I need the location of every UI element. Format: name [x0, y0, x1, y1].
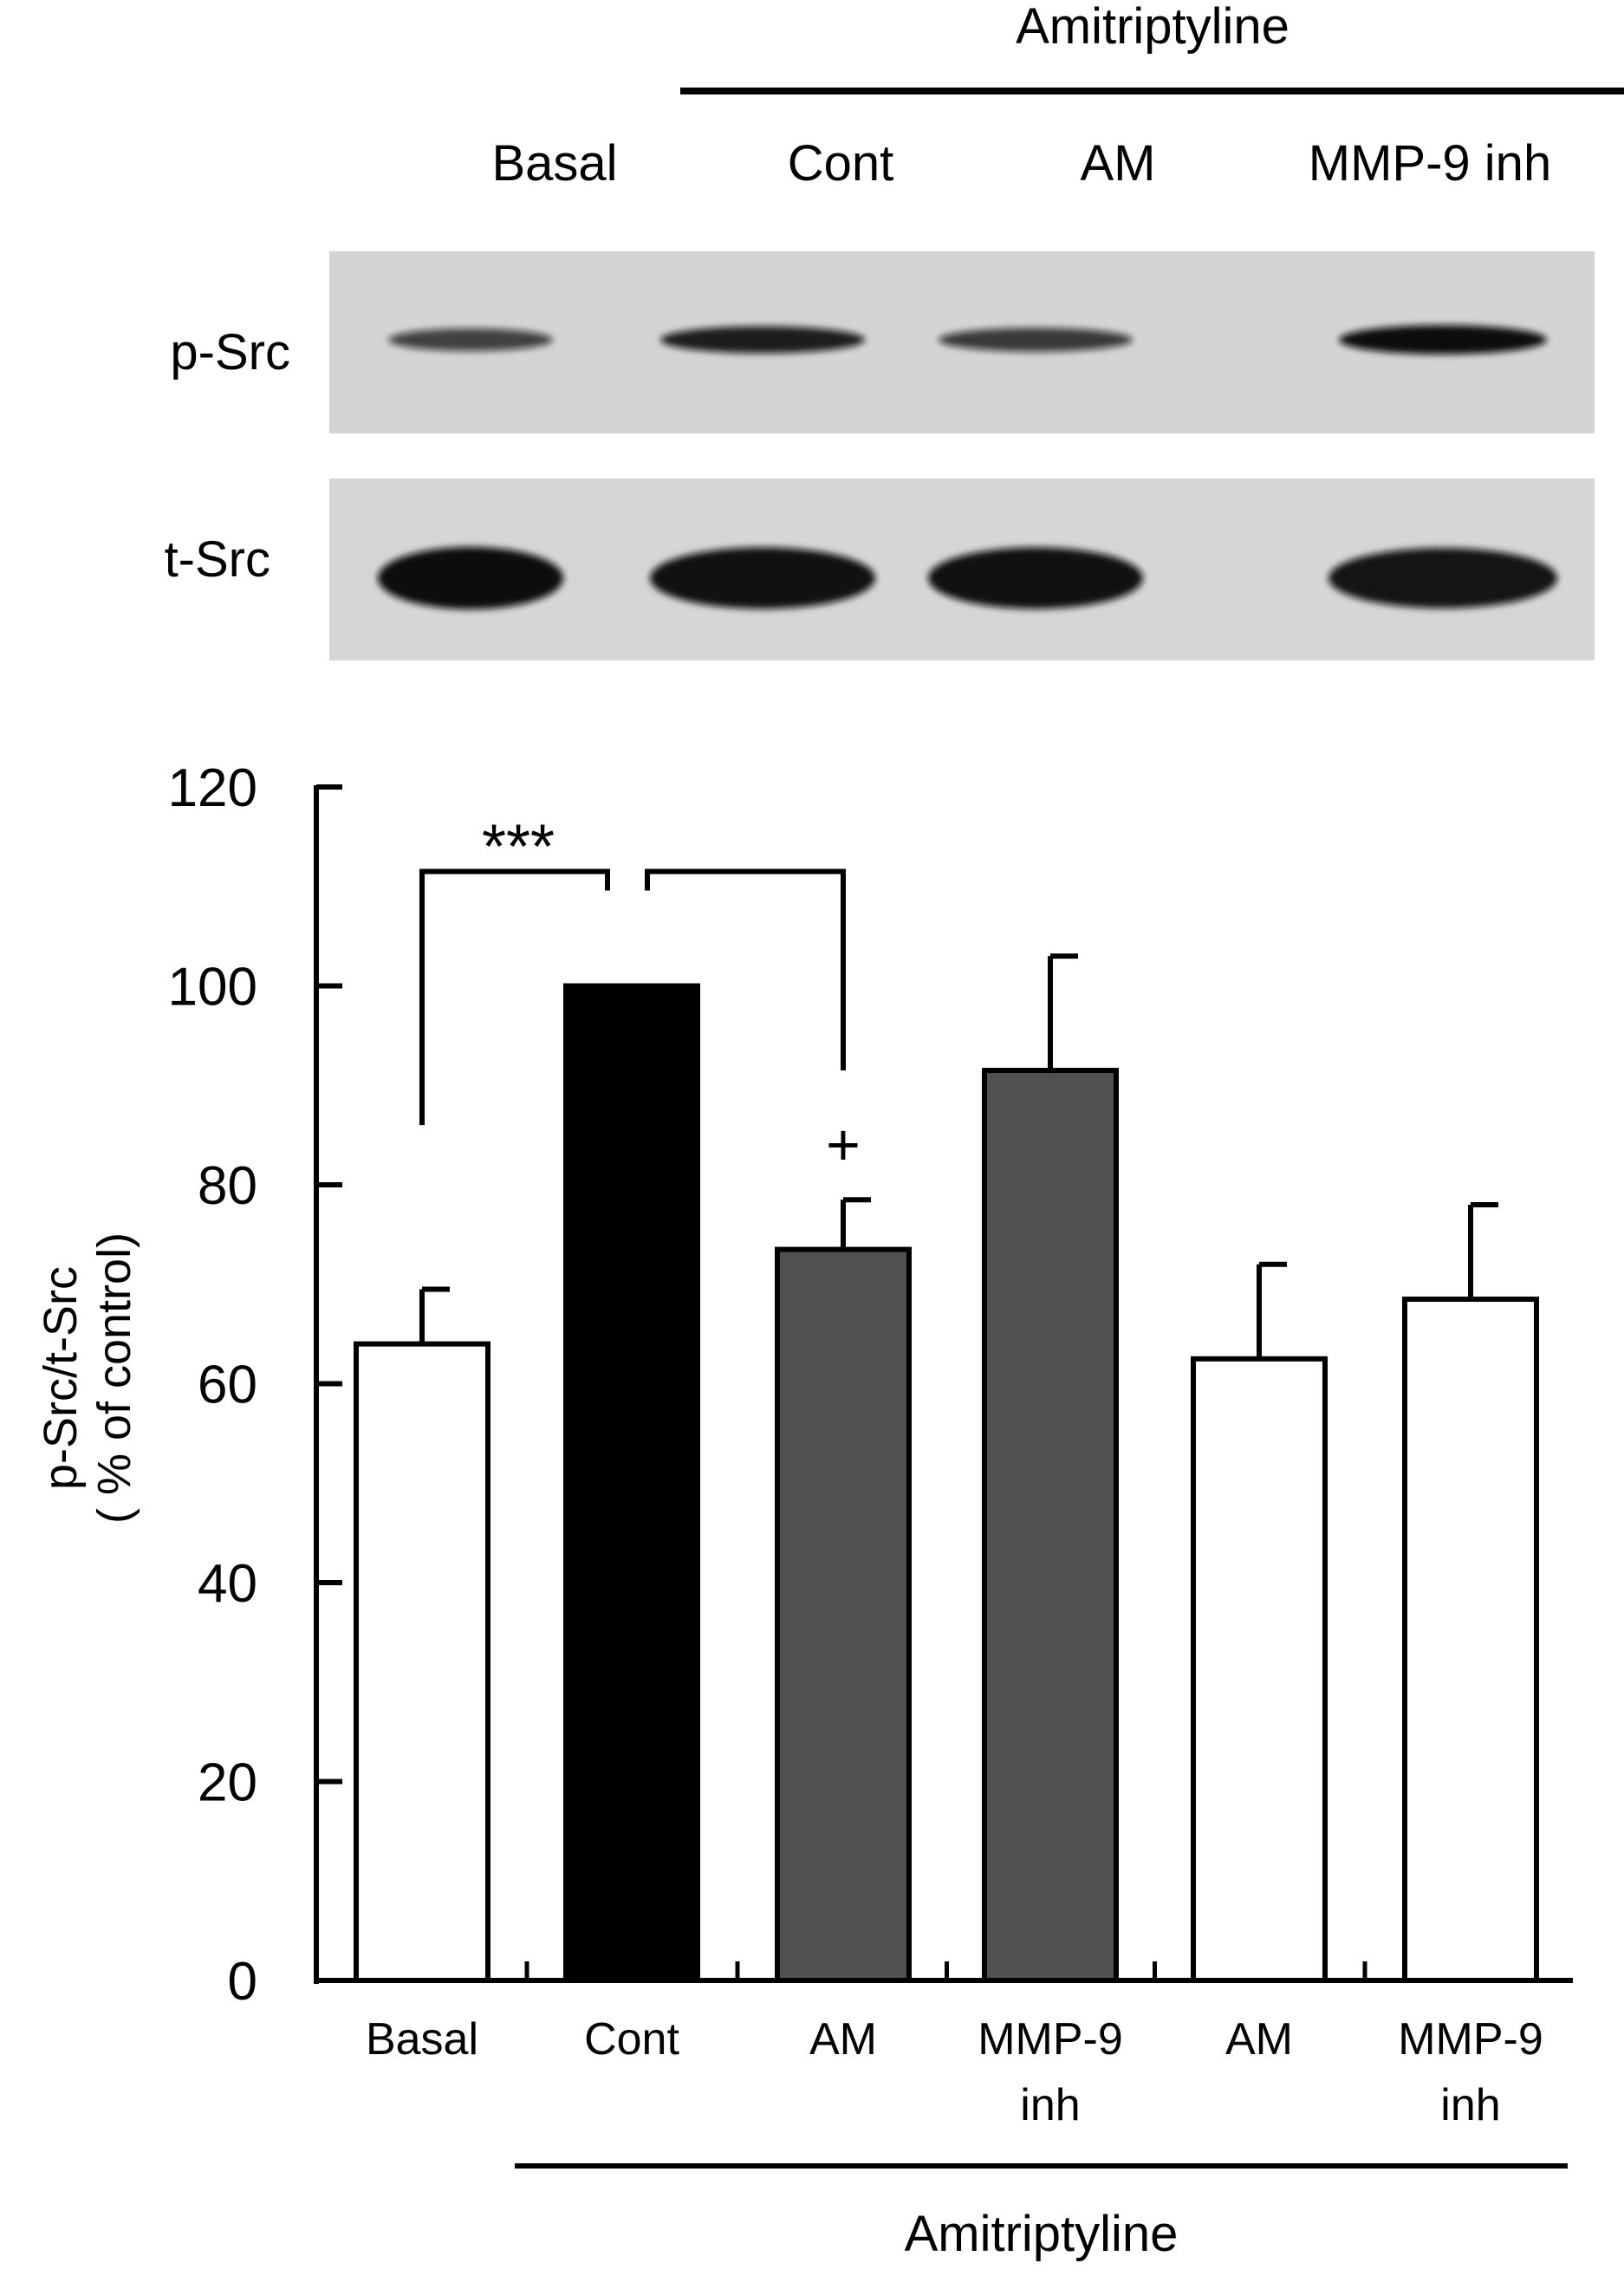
y-tick-label-120: 120: [168, 758, 257, 818]
y-axis-label: p-Src/t-Src: [35, 1266, 87, 1490]
y-tick-label-100: 100: [168, 958, 257, 1018]
blot-lane-label-cont: Cont: [788, 135, 894, 192]
y-tick-label-80: 80: [198, 1156, 257, 1216]
x-tick-label-3-0: MMP-9: [978, 2014, 1123, 2065]
blot-band-t-src-2: [928, 547, 1143, 609]
blot-band-t-src-0: [378, 547, 563, 609]
blot-band-t-src-1: [650, 547, 875, 609]
bars: [354, 953, 1539, 1983]
x-tick-label-5-1: inh: [1440, 2080, 1500, 2130]
x-tick-labels: Basal Cont AM MMP-9 inh AM MMP-9 inh: [366, 2014, 1543, 2130]
x-tick-label-0-0: Basal: [366, 2014, 478, 2065]
x-group-label: Amitriptyline: [905, 2206, 1179, 2262]
y-axis-title: p-Src/t-Src ( % of control): [35, 1232, 140, 1524]
blot-band-p-src-2: [939, 328, 1133, 352]
blot-band-p-src-0: [388, 328, 553, 352]
blot-lane-label-mmp9: MMP-9 inh: [1309, 135, 1551, 192]
y-tick-label-60: 60: [198, 1356, 257, 1415]
bar-chart: p-Src/t-Src ( % of control) 0 20 40 60 80 100…: [35, 758, 1573, 2262]
blot-group-label: Amitriptyline: [1016, 0, 1289, 55]
axes: 0 20 40 60 80 100 120: [168, 758, 1573, 2012]
blot-row-label-tsrc: t-Src: [165, 531, 270, 588]
y-axis-units: ( % of control): [88, 1232, 140, 1524]
x-tick-label-1-0: Cont: [584, 2014, 679, 2065]
x-tick-label-2-0: AM: [809, 2014, 877, 2065]
bar-4-am: [1191, 1356, 1328, 1983]
bar-1-cont: [563, 983, 700, 1983]
blot-band-t-src-3: [1328, 548, 1557, 608]
significance-label-0: ***: [482, 813, 555, 882]
bar-5-mmp-9-inh: [1402, 1296, 1539, 1983]
y-tick-label-0: 0: [228, 1952, 257, 2012]
significance-label-1: +: [826, 1112, 861, 1178]
blot-bands: [378, 325, 1557, 609]
bar-3-mmp-9-inh: [982, 1068, 1119, 1983]
significance-annotations: *** +: [419, 813, 861, 1178]
bar-2-am: [775, 1246, 912, 1983]
blot-panel: Amitriptyline Basal Cont AM MMP-9 inh p-…: [165, 0, 1624, 660]
bar-0-basal: [354, 1341, 490, 1983]
significance-bracket-1: [645, 868, 846, 1071]
blot-band-p-src-1: [660, 326, 865, 354]
x-tick-label-4-0: AM: [1225, 2014, 1293, 2065]
blot-lane-label-basal: Basal: [491, 135, 617, 192]
blot-row-label-psrc: p-Src: [170, 324, 290, 380]
x-tick-label-3-1: inh: [1020, 2080, 1080, 2130]
blot-lane-label-am: AM: [1081, 135, 1156, 192]
blot-band-p-src-3: [1339, 325, 1547, 354]
significance-bracket-0: [419, 868, 610, 1126]
y-tick-label-40: 40: [198, 1554, 257, 1614]
x-group: Amitriptyline: [515, 2163, 1568, 2262]
x-tick-label-5-0: MMP-9: [1398, 2014, 1543, 2065]
y-tick-label-20: 20: [198, 1753, 257, 1813]
